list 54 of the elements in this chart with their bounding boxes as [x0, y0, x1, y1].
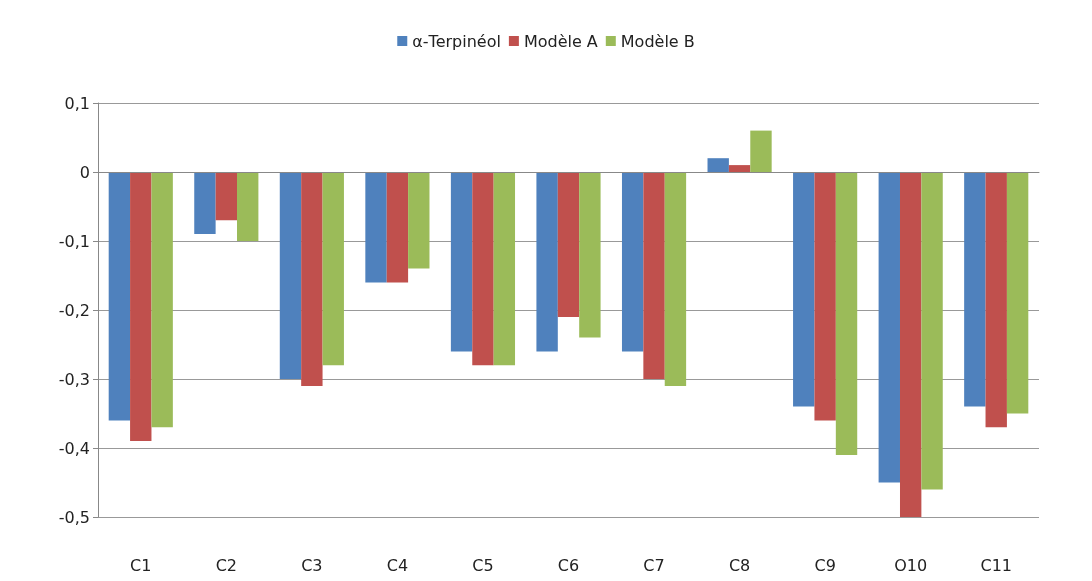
bar [322, 172, 344, 366]
bar [621, 172, 644, 352]
bar [878, 172, 900, 483]
x-tick-label: C3 [301, 555, 323, 575]
x-tick-label: C9 [814, 555, 836, 575]
bar [493, 172, 516, 366]
bar [408, 172, 430, 269]
bar [814, 172, 836, 421]
x-tick-label: C6 [557, 555, 580, 575]
y-tick-label: -0,4 [58, 438, 90, 458]
bar [793, 172, 815, 407]
y-tick-label: -0,5 [58, 507, 90, 527]
bar [194, 172, 216, 235]
bar [707, 158, 729, 172]
y-tick-label: -0,2 [58, 300, 90, 320]
bar [579, 172, 601, 338]
x-tick-label: C2 [215, 555, 237, 575]
y-tick-label: -0,1 [58, 231, 90, 251]
bar [450, 172, 473, 352]
x-tick-label: C11 [980, 555, 1012, 575]
bar [386, 172, 409, 283]
bar [643, 172, 665, 379]
bar [237, 172, 259, 241]
legend-label: Modèle B [620, 31, 695, 51]
bar [365, 172, 387, 283]
bar [108, 172, 131, 421]
legend-label: α-Terpinéol [412, 31, 501, 51]
y-tick-label: -0,3 [58, 369, 90, 389]
bar [899, 172, 922, 517]
x-tick-label: O10 [894, 555, 928, 575]
bar [301, 172, 323, 386]
bar [130, 172, 152, 442]
x-tick-label: C4 [386, 555, 409, 575]
y-tick-label: 0 [79, 162, 90, 182]
bar [728, 165, 751, 172]
bar [985, 172, 1007, 428]
y-tick-label: 0,1 [64, 93, 90, 113]
bar [151, 172, 173, 428]
bar [664, 172, 687, 386]
bar [921, 172, 943, 490]
bar [1006, 172, 1029, 414]
bar [472, 172, 494, 366]
bar [215, 172, 238, 221]
bar [279, 172, 302, 379]
x-tick-label: C5 [472, 555, 494, 575]
bar [835, 172, 858, 455]
x-tick-label: C7 [643, 555, 665, 575]
bar [557, 172, 580, 317]
bar [750, 130, 772, 172]
bar [964, 172, 986, 407]
bar [536, 172, 558, 352]
x-tick-label: C1 [130, 555, 152, 575]
x-tick-label: C8 [728, 555, 751, 575]
legend-label: Modèle A [523, 31, 598, 51]
